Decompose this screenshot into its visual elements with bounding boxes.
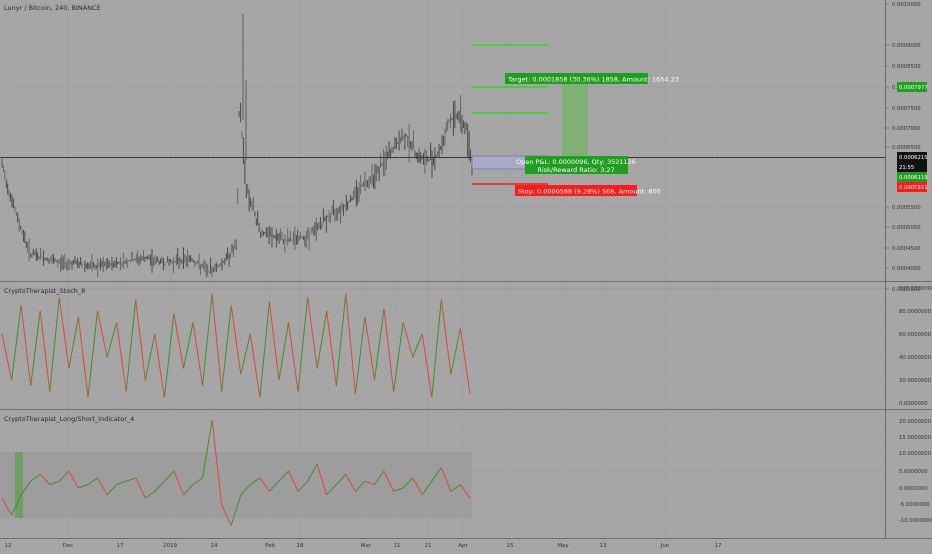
ls-title: CryptoTherapist_Long/Short_Indicator_4 xyxy=(4,415,134,423)
time-tick-label: 11 xyxy=(394,543,401,549)
target-label: Target: 0.0001858 (30.36%) 1858, Amount:… xyxy=(507,76,679,84)
time-tick-label: May xyxy=(557,543,569,549)
ls-tick-label: 0.0000000 xyxy=(899,486,928,492)
stoch-tick-label: 20.0000000 xyxy=(899,378,932,384)
price-tick-label: 0.0004000 xyxy=(892,266,921,272)
price-badge-label: 0.0006119 xyxy=(899,175,928,181)
time-tick-label: 21 xyxy=(425,543,432,549)
price-tick-label: 0.0006500 xyxy=(892,145,921,151)
stoch-tick-label: 0.0000000 xyxy=(899,401,928,407)
ls-tick-label: -10.0000000 xyxy=(899,518,932,524)
ls-tick-label: 10.0000000 xyxy=(899,451,932,457)
time-tick-label: 2019 xyxy=(163,543,177,549)
price-tick-label: 0.0010000 xyxy=(892,2,921,8)
time-tick-label: 17 xyxy=(715,543,722,549)
time-tick-label: 18 xyxy=(297,543,304,549)
time-tick-label: 17 xyxy=(117,543,124,549)
time-tick-label: Jun xyxy=(660,543,670,549)
price-tick-label: 0.0007500 xyxy=(892,106,921,112)
ls-tick-label: -5.0000000 xyxy=(899,502,930,508)
time-tick-label: 13 xyxy=(600,543,607,549)
stoch-tick-label: 100.0000000 xyxy=(899,286,932,292)
price-pane[interactable] xyxy=(0,0,885,280)
stoch-title: CryptoTherapist_Stoch_8 xyxy=(4,287,85,295)
price-tick-label: 0.0007000 xyxy=(892,126,921,132)
ls-tick-label: 20.0000000 xyxy=(899,419,932,425)
ls-tick-label: 15.0000000 xyxy=(899,435,932,441)
ls-tick-label: 5.0000000 xyxy=(899,469,928,475)
time-tick-label: Dec xyxy=(63,543,74,549)
price-badge-label: 0.0005551 xyxy=(899,185,928,191)
ls-neutral-zone xyxy=(0,452,472,518)
stop-label: Stop: 0.0000568 (9.28%) 568, Amount: 800 xyxy=(518,188,661,196)
pnl-label-2: Risk/Reward Ratio: 3.27 xyxy=(537,166,614,174)
ls-long-zone xyxy=(15,452,23,518)
time-tick-label: Apr xyxy=(458,543,468,549)
profit-box[interactable] xyxy=(562,84,588,158)
time-tick-label: 15 xyxy=(507,543,514,549)
stoch-pane[interactable] xyxy=(0,283,885,408)
price-badge-label: 0.0007977 xyxy=(899,85,928,91)
price-tick-label: 0.0005500 xyxy=(892,205,921,211)
price-tick-label: 0.0008500 xyxy=(892,64,921,70)
time-tick-label: 14 xyxy=(211,543,218,549)
price-tick-label: 0.0005000 xyxy=(892,225,921,231)
price-badge-label: 0.0006215 xyxy=(899,155,928,161)
time-tick-label: Mar xyxy=(361,543,372,549)
stoch-tick-label: 80.0000000 xyxy=(899,309,932,315)
pnl-label-1: Open P&L: 0.0000096, Qty: 3521126 xyxy=(516,158,636,166)
time-tick-label: Feb xyxy=(265,543,275,549)
chart-title: Lunyr / Bitcoin, 240, BINANCE xyxy=(4,4,101,12)
price-tick-label: 0.0004500 xyxy=(892,246,921,252)
price-tick-label: 0.0009000 xyxy=(892,43,921,49)
stoch-tick-label: 60.0000000 xyxy=(899,332,932,338)
stoch-tick-label: 40.0000000 xyxy=(899,355,932,361)
time-tick-label: 12 xyxy=(5,543,12,549)
price-badge-label: 21:55 xyxy=(899,165,914,171)
